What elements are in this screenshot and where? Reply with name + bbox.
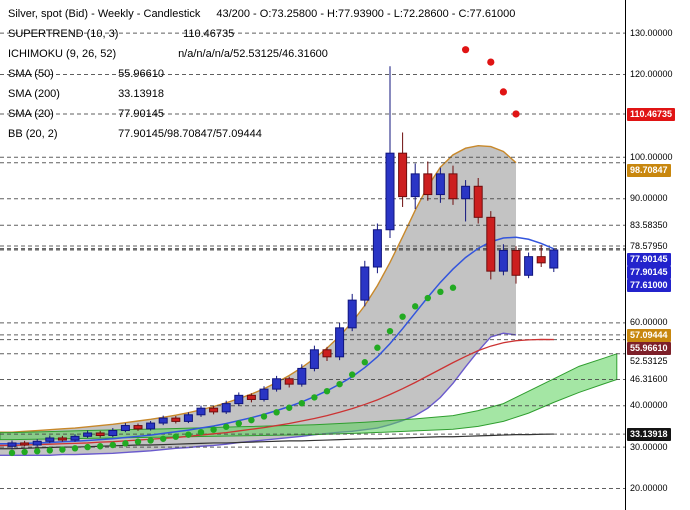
legend-row-sma200[interactable]: SMA (200) 33.13918 bbox=[8, 84, 515, 104]
legend-row-supertrend[interactable]: SUPERTREND (10, 3) 110.46735 bbox=[8, 24, 515, 44]
axis-label: 52.53125 bbox=[630, 356, 668, 367]
supertrend-dots bbox=[8, 46, 520, 457]
indicator-value: 33.13918 bbox=[118, 88, 164, 100]
axis-label: 78.57950 bbox=[630, 240, 668, 251]
indicator-label: SMA (50) bbox=[8, 68, 54, 80]
axis-label: 100.00000 bbox=[630, 151, 673, 162]
price-badge: 55.96610 bbox=[627, 342, 671, 356]
legend-row-sma50[interactable]: SMA (50) 55.96610 bbox=[8, 64, 515, 84]
axis-label: 83.58350 bbox=[630, 219, 668, 230]
candles-layer bbox=[7, 66, 559, 449]
indicator-value: 77.90145/98.70847/57.09444 bbox=[118, 128, 262, 140]
indicator-value: 77.90145 bbox=[118, 108, 164, 120]
axis-label: 60.00000 bbox=[630, 317, 668, 328]
price-badge: 77.90145 bbox=[627, 265, 671, 279]
price-badge: 77.90145 bbox=[627, 252, 671, 266]
indicator-label: BB (20, 2) bbox=[8, 128, 58, 140]
indicator-value: n/a/n/a/n/a/52.53125/46.31600 bbox=[178, 48, 328, 60]
sma200-line bbox=[0, 433, 554, 450]
indicator-value: 55.96610 bbox=[118, 68, 164, 80]
sma50-line bbox=[0, 338, 554, 447]
axis-label: 90.00000 bbox=[630, 193, 668, 204]
axis-label: 130.00000 bbox=[630, 27, 673, 38]
axis-label: 40.00000 bbox=[630, 400, 668, 411]
axis-label: 46.31600 bbox=[630, 374, 668, 384]
legend-row-sma20[interactable]: SMA (20) 77.90145 bbox=[8, 104, 515, 124]
axis-label: 120.00000 bbox=[630, 69, 673, 79]
ohlc-readout: 43/200 - O:73.25800 - H:77.93900 - L:72.… bbox=[216, 8, 516, 20]
axis-label: 30.00000 bbox=[630, 441, 668, 452]
price-axis[interactable]: 130.00000 120.00000 110.46735 100.00000 98.7… bbox=[625, 0, 690, 510]
price-badge: 98.70847 bbox=[627, 163, 671, 177]
price-badge: 57.09444 bbox=[627, 329, 671, 343]
price-badge: 110.46735 bbox=[627, 107, 676, 121]
indicator-label: SMA (20) bbox=[8, 108, 54, 120]
axis-label: 20.00000 bbox=[630, 483, 668, 493]
price-badge: 77.61000 bbox=[627, 278, 671, 292]
indicator-label: SUPERTREND (10, 3) bbox=[8, 28, 119, 40]
legend-row-bb[interactable]: BB (20, 2) 77.90145/98.70847/57.09444 bbox=[8, 124, 515, 144]
legend-row-ichimoku[interactable]: ICHIMOKU (9, 26, 52) n/a/n/a/n/a/52.5312… bbox=[8, 44, 515, 64]
instrument-title-row[interactable]: Silver, spot (Bid) - Weekly - Candlestic… bbox=[8, 4, 515, 24]
indicator-label: ICHIMOKU (9, 26, 52) bbox=[8, 48, 117, 60]
indicator-value: 110.46735 bbox=[183, 28, 235, 40]
indicator-legend: Silver, spot (Bid) - Weekly - Candlestic… bbox=[8, 4, 515, 144]
instrument-title: Silver, spot (Bid) - Weekly - Candlestic… bbox=[8, 8, 201, 20]
price-badge: 33.13918 bbox=[627, 427, 671, 441]
indicator-label: SMA (200) bbox=[8, 88, 60, 100]
